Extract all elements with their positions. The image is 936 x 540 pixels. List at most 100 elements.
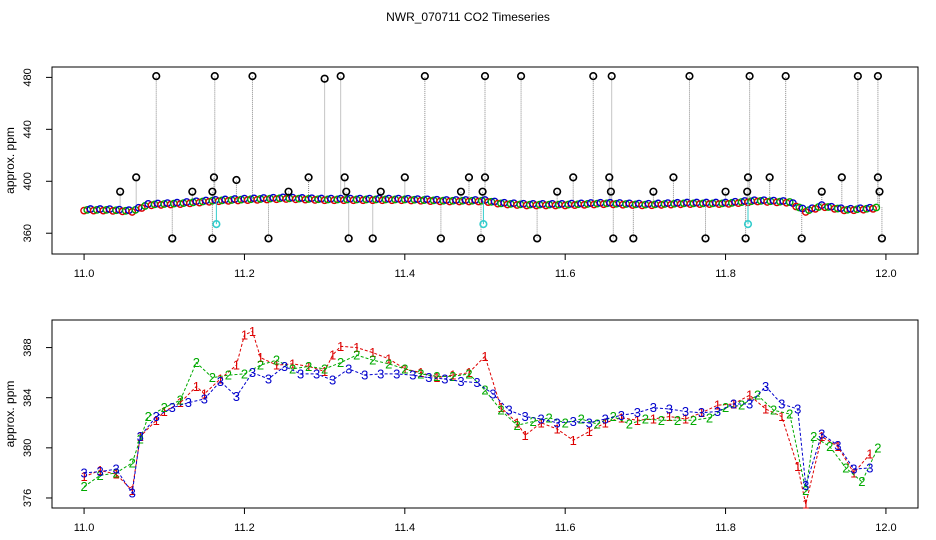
series-2-point: 2	[289, 361, 296, 376]
series-3-point: 3	[185, 395, 192, 410]
outlier-point	[516, 71, 526, 81]
series-1-point: 1	[353, 340, 360, 355]
series-2-point: 2	[658, 413, 665, 428]
outlier-point	[607, 71, 616, 81]
series-2-point: 2	[257, 358, 264, 373]
x-tick-label: 11.0	[74, 522, 95, 534]
outlier-point	[456, 187, 466, 196]
series-1-point: 1	[497, 400, 504, 415]
outlier-point	[342, 187, 351, 196]
outlier-point	[152, 71, 161, 81]
series-1-point: 1	[177, 395, 184, 410]
y-tick-label: 480	[22, 68, 34, 86]
series-1-point: 1	[113, 467, 120, 482]
series-1-point: 1	[153, 413, 160, 428]
series-3-point: 3	[746, 396, 753, 411]
series-2-point: 2	[513, 418, 520, 433]
series-1-point: 1	[417, 365, 424, 380]
series-3-point: 3	[441, 371, 448, 386]
outlier-point	[336, 71, 345, 81]
outlier-point	[649, 187, 658, 196]
series-1-point: 1	[554, 422, 561, 437]
outlier-point	[781, 71, 790, 81]
series-3-point: 3	[473, 375, 480, 390]
outlier-point	[873, 173, 883, 182]
series-3-point: 3	[762, 379, 769, 394]
bottom-panel: 11.0 11.2 11.4 11.6 11.8 12.0 376 380 384 388 appr…	[3, 319, 919, 534]
outlier-point	[320, 74, 329, 83]
series-3-point: 3	[778, 396, 785, 411]
series-3-point: 3	[281, 359, 288, 374]
series-2-point: 2	[858, 474, 865, 489]
series-1-point: 1	[80, 469, 87, 484]
series-3-point: 3	[802, 478, 809, 493]
outlier-point	[701, 234, 710, 243]
series-2-point: 2	[546, 410, 553, 425]
series-1-point: 1	[666, 409, 673, 424]
series-1-point: 1	[602, 415, 609, 430]
outlier-point	[877, 234, 887, 243]
outlier-point	[743, 173, 753, 182]
series-3-point: 3	[730, 396, 737, 411]
series-1-point: 1	[96, 463, 103, 478]
series-1-point: 1	[433, 370, 440, 385]
series-1-point: 1	[762, 401, 769, 416]
series-1-point: 1	[217, 371, 224, 386]
series-1-point: 1	[834, 439, 841, 454]
outlier-point	[721, 187, 730, 196]
series-3-point: 3	[634, 405, 641, 420]
outlier-point	[478, 187, 487, 196]
y-axis-title: approx. ppm	[3, 381, 17, 448]
series-2-point: 2	[754, 388, 761, 403]
series-1-point: 1	[778, 409, 785, 424]
series-3-point: 3	[201, 391, 208, 406]
x-tick-label: 11.6	[555, 522, 576, 534]
outlier-point	[209, 173, 219, 182]
series-2-point: 2	[529, 414, 536, 429]
outlier-point	[264, 234, 273, 243]
outlier-point	[208, 187, 217, 196]
series-3-point: 3	[113, 462, 120, 477]
outlier-point	[248, 71, 257, 81]
series-1-point: 1	[586, 424, 593, 439]
series-2-point: 2	[129, 455, 136, 470]
series-2-line	[83, 354, 879, 491]
outlier-point	[837, 173, 846, 182]
y-tick-label: 380	[22, 439, 34, 457]
series-2-point: 2	[610, 409, 617, 424]
outlier-point	[132, 173, 141, 182]
series-3-point: 3	[217, 374, 224, 389]
series-3-point: 3	[698, 405, 705, 420]
cyan-point	[212, 220, 221, 229]
series-2-point: 2	[241, 366, 248, 381]
series-3-point: 3	[866, 460, 873, 475]
series-2-point: 2	[337, 355, 344, 370]
outlier-point	[873, 71, 883, 81]
chart-title: NWR_070711 CO2 Timeseries	[386, 10, 550, 24]
series-1-point: 1	[273, 358, 280, 373]
top-panel: 11.0 11.2 11.4 11.6 11.8 12.0 360 400 440 480 appr…	[3, 66, 919, 280]
series-2-point: 2	[305, 359, 312, 374]
series-2-point: 2	[113, 465, 120, 480]
series-2-point: 2	[353, 348, 360, 363]
series-1-point: 1	[513, 415, 520, 430]
y-tick-label: 360	[22, 224, 34, 242]
outlier-point	[817, 187, 826, 196]
plot-frame	[51, 66, 919, 255]
outlier-point	[400, 173, 409, 182]
outlier-point	[743, 187, 752, 196]
series-2-point: 2	[481, 383, 488, 398]
outlier-point	[629, 234, 638, 243]
series-1-point: 1	[538, 415, 545, 430]
series-2-point: 2	[177, 393, 184, 408]
series-2-point: 2	[225, 368, 232, 383]
series-3-point: 3	[345, 361, 352, 376]
outlier-point	[533, 234, 542, 243]
series-2-point: 2	[385, 356, 392, 371]
series-3-point: 3	[393, 366, 400, 381]
series-3-point: 3	[714, 404, 721, 419]
series-1-point: 1	[802, 497, 809, 512]
outlier-point	[464, 173, 474, 182]
outlier-point	[669, 173, 678, 182]
